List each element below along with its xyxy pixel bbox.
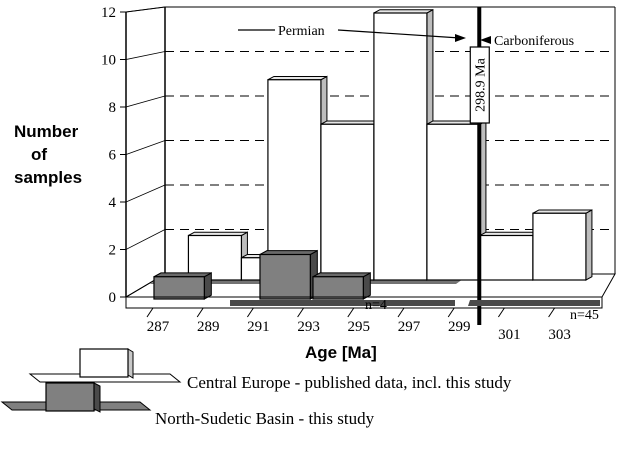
period-boundary: 298.9 Ma bbox=[469, 7, 490, 325]
bar-central-europe bbox=[532, 209, 593, 281]
x-tick-mark bbox=[297, 307, 305, 318]
x-tick-label: 289 bbox=[197, 319, 220, 335]
y-axis-ticks: 0 2 4 6 8 10 12 bbox=[101, 5, 166, 306]
bar-front bbox=[267, 79, 322, 281]
legend-swatch-central-europe bbox=[79, 348, 129, 378]
x-axis-ticks: 287 289 291 293 295 297 299 301 303 bbox=[146, 307, 571, 343]
bar-side bbox=[362, 272, 371, 300]
x-tick-label: 301 bbox=[498, 327, 521, 343]
bar-front bbox=[320, 123, 375, 281]
x-tick-label: 295 bbox=[348, 319, 371, 335]
bar-north-sudetic bbox=[312, 272, 371, 300]
x-tick-mark bbox=[397, 307, 405, 318]
bar-central-europe bbox=[426, 120, 487, 281]
bar-front bbox=[259, 253, 311, 300]
bar-front bbox=[479, 234, 534, 281]
y-axis-title-line-2: of bbox=[31, 145, 47, 164]
x-axis-strip-dark bbox=[468, 300, 600, 306]
legend-swatch-side bbox=[127, 348, 134, 379]
y-tick-label: 10 bbox=[101, 53, 116, 69]
y-wall-line bbox=[125, 184, 166, 203]
bar-front bbox=[373, 12, 428, 281]
boundary-label-box bbox=[469, 46, 490, 124]
bar-front bbox=[153, 276, 205, 300]
bar-central-europe bbox=[320, 120, 381, 281]
legend: Central Europe - published data, incl. t… bbox=[0, 348, 512, 428]
bar-side bbox=[203, 272, 212, 300]
boundary-label: 298.9 Ma bbox=[473, 57, 488, 111]
x-tick-mark bbox=[146, 307, 154, 318]
x-tick-mark bbox=[347, 307, 355, 318]
x-tick-label: 293 bbox=[297, 319, 320, 335]
permian-arrowhead bbox=[455, 34, 466, 42]
bar-front bbox=[426, 123, 481, 281]
y-axis-title-line-3: samples bbox=[14, 168, 82, 187]
y-tick-label: 8 bbox=[109, 100, 117, 116]
bar-north-sudetic bbox=[259, 249, 318, 300]
permian-arrow-line-right bbox=[337, 29, 461, 39]
x-tick-label: 291 bbox=[247, 319, 270, 335]
x-axis-title: Age [Ma] bbox=[305, 343, 377, 362]
y-tick-label: 2 bbox=[109, 243, 117, 259]
y-tick-label: 0 bbox=[109, 290, 117, 306]
bar-central-europe bbox=[373, 8, 434, 281]
permian-label: Permian bbox=[278, 24, 325, 39]
y-tick-label: 4 bbox=[109, 195, 117, 211]
x-axis-strip bbox=[125, 296, 603, 309]
legend-swatch-north-sudetic bbox=[45, 382, 95, 412]
x-tick-mark bbox=[196, 307, 204, 318]
carboniferous-arrowhead bbox=[480, 36, 491, 44]
y-wall-line bbox=[125, 140, 166, 155]
permian-annotation: Permian bbox=[238, 24, 466, 42]
x-tick-mark bbox=[548, 307, 556, 318]
x-tick-label: 297 bbox=[398, 319, 421, 335]
y-wall-line bbox=[125, 95, 166, 108]
y-wall-line bbox=[125, 51, 166, 60]
y-axis-title-line-1: Number bbox=[14, 122, 79, 141]
bar-side bbox=[585, 209, 593, 281]
x-tick-label: 287 bbox=[147, 319, 170, 335]
n-label-north-sudetic: n=4 bbox=[365, 298, 387, 313]
y-tick-label: 12 bbox=[101, 5, 116, 21]
x-axis: 287 289 291 293 295 297 299 301 303 bbox=[125, 296, 603, 343]
legend-item-central-europe: Central Europe - published data, incl. t… bbox=[28, 348, 512, 392]
x-tick-label: 299 bbox=[448, 319, 471, 335]
bar-front bbox=[312, 276, 364, 300]
legend-item-north-sudetic: North-Sudetic Basin - this study bbox=[0, 382, 375, 428]
bars-north-sudetic bbox=[153, 249, 371, 300]
y-wall-line bbox=[125, 6, 166, 13]
n-label-central-europe: n=45 bbox=[570, 308, 599, 323]
y-tick-label: 6 bbox=[109, 148, 117, 164]
x-tick-mark bbox=[246, 307, 254, 318]
legend-label-north-sudetic: North-Sudetic Basin - this study bbox=[155, 409, 375, 428]
x-tick-label: 303 bbox=[548, 327, 571, 343]
legend-label-central-europe: Central Europe - published data, incl. t… bbox=[187, 373, 512, 392]
carboniferous-annotation: Carboniferous bbox=[480, 34, 574, 49]
x-tick-mark bbox=[447, 307, 455, 318]
bar-central-europe bbox=[479, 231, 540, 281]
carboniferous-label: Carboniferous bbox=[494, 34, 574, 49]
bars-central-europe bbox=[187, 8, 593, 281]
legend-swatch-side bbox=[93, 382, 101, 413]
x-axis-strip-dark-left bbox=[230, 300, 455, 306]
y-wall-line bbox=[125, 229, 166, 250]
bar-front bbox=[532, 212, 587, 281]
bar-central-europe bbox=[267, 75, 328, 281]
x-tick-mark bbox=[497, 307, 505, 318]
bar-north-sudetic bbox=[153, 272, 212, 300]
